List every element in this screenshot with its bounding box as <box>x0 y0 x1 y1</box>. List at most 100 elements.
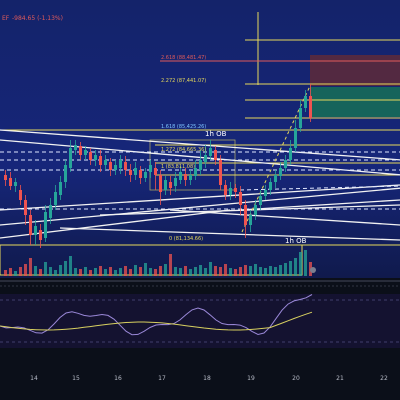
candle <box>309 84 312 122</box>
candle <box>34 220 37 245</box>
candle-body <box>249 215 252 225</box>
price-pane-background <box>0 0 400 278</box>
candle <box>69 140 72 172</box>
candle-body <box>239 192 242 205</box>
volume-bar <box>284 263 287 276</box>
x-axis-tick-label: 22 <box>380 375 388 382</box>
volume-bar <box>274 267 277 276</box>
x-axis-tick-label: 21 <box>336 375 344 382</box>
candle-body <box>124 162 127 170</box>
candle-body <box>39 230 42 240</box>
fib-red-zone <box>310 55 400 86</box>
volume-bar <box>304 250 307 276</box>
candle <box>9 172 12 190</box>
ob-label-top: 1h OB <box>205 130 227 138</box>
fib-green-zone <box>310 87 400 117</box>
symbol-fragment: EF <box>2 15 10 22</box>
candle-body <box>179 172 182 180</box>
volume-bar <box>4 270 7 276</box>
rsi-band <box>0 294 400 348</box>
volume-bar <box>24 264 27 276</box>
volume-bar <box>214 266 217 276</box>
candle-body <box>99 156 102 165</box>
candle-body <box>299 108 302 128</box>
candle <box>169 176 172 195</box>
volume-bar <box>19 267 22 276</box>
volume-bar <box>204 268 207 276</box>
volume-bar <box>39 269 42 276</box>
candle-body <box>14 182 17 186</box>
candle-body <box>244 205 247 225</box>
volume-bar <box>29 258 32 276</box>
candle <box>234 184 237 198</box>
volume-bar <box>9 268 12 276</box>
volume-bar <box>209 262 212 276</box>
candle <box>74 140 77 155</box>
ob-label-bottom: 1h OB <box>285 237 307 245</box>
candle <box>129 164 132 182</box>
candle-body <box>309 96 312 118</box>
candle <box>89 148 92 165</box>
candle <box>199 150 202 175</box>
volume-bar <box>299 252 302 276</box>
fib-1272-label: 1.272 (84,665.36) <box>161 147 206 153</box>
candle-body <box>294 128 297 148</box>
volume-bar <box>74 268 77 276</box>
candle <box>84 146 87 160</box>
projection-line <box>241 85 311 233</box>
candle <box>289 140 292 165</box>
candle-body <box>69 148 72 168</box>
candle-body <box>224 185 227 195</box>
candle-body <box>194 168 197 176</box>
candle <box>159 170 162 205</box>
candle-body <box>49 205 52 218</box>
volume-bar <box>184 266 187 276</box>
candle-body <box>119 160 122 168</box>
candle-body <box>129 170 132 175</box>
candle-body <box>54 192 57 205</box>
volume-bar <box>59 265 62 276</box>
candle-body <box>139 170 142 178</box>
candle-body <box>4 175 7 180</box>
candle <box>94 150 97 166</box>
candle-body <box>74 145 77 150</box>
candle-body <box>94 155 97 160</box>
fib-2272-label: 2.272 (87,441.07) <box>161 78 206 84</box>
volume-bar <box>169 254 172 276</box>
x-axis-tick-label: 19 <box>247 375 255 382</box>
volume-bar <box>149 268 152 276</box>
volume-bar <box>14 271 17 276</box>
volume-bar <box>114 270 117 276</box>
volume-bar <box>109 267 112 276</box>
volume-bar <box>154 269 157 276</box>
candle <box>44 205 47 242</box>
volume-bar <box>239 267 242 276</box>
candle-body <box>254 205 257 215</box>
candle <box>274 170 277 188</box>
volume-bar <box>79 269 82 276</box>
candle-body <box>269 182 272 190</box>
candle <box>29 210 32 245</box>
x-axis-tick-label: 15 <box>72 375 80 382</box>
candle <box>279 162 282 180</box>
candle <box>49 198 52 224</box>
volume-bar <box>254 264 257 276</box>
candle <box>149 160 152 178</box>
candle <box>134 162 137 180</box>
candle-body <box>264 190 267 196</box>
volume-bar <box>229 268 232 276</box>
x-axis-tick-label: 20 <box>292 375 300 382</box>
candle <box>54 185 57 210</box>
candle <box>219 155 222 190</box>
volume-bar <box>264 268 267 276</box>
candle-body <box>174 178 177 186</box>
candle-body <box>149 165 152 172</box>
candle <box>249 210 252 232</box>
volume-bar <box>249 266 252 276</box>
volume-bar <box>124 266 127 276</box>
candle-body <box>284 160 287 168</box>
candle-body <box>134 168 137 175</box>
rsi-line <box>0 294 313 336</box>
